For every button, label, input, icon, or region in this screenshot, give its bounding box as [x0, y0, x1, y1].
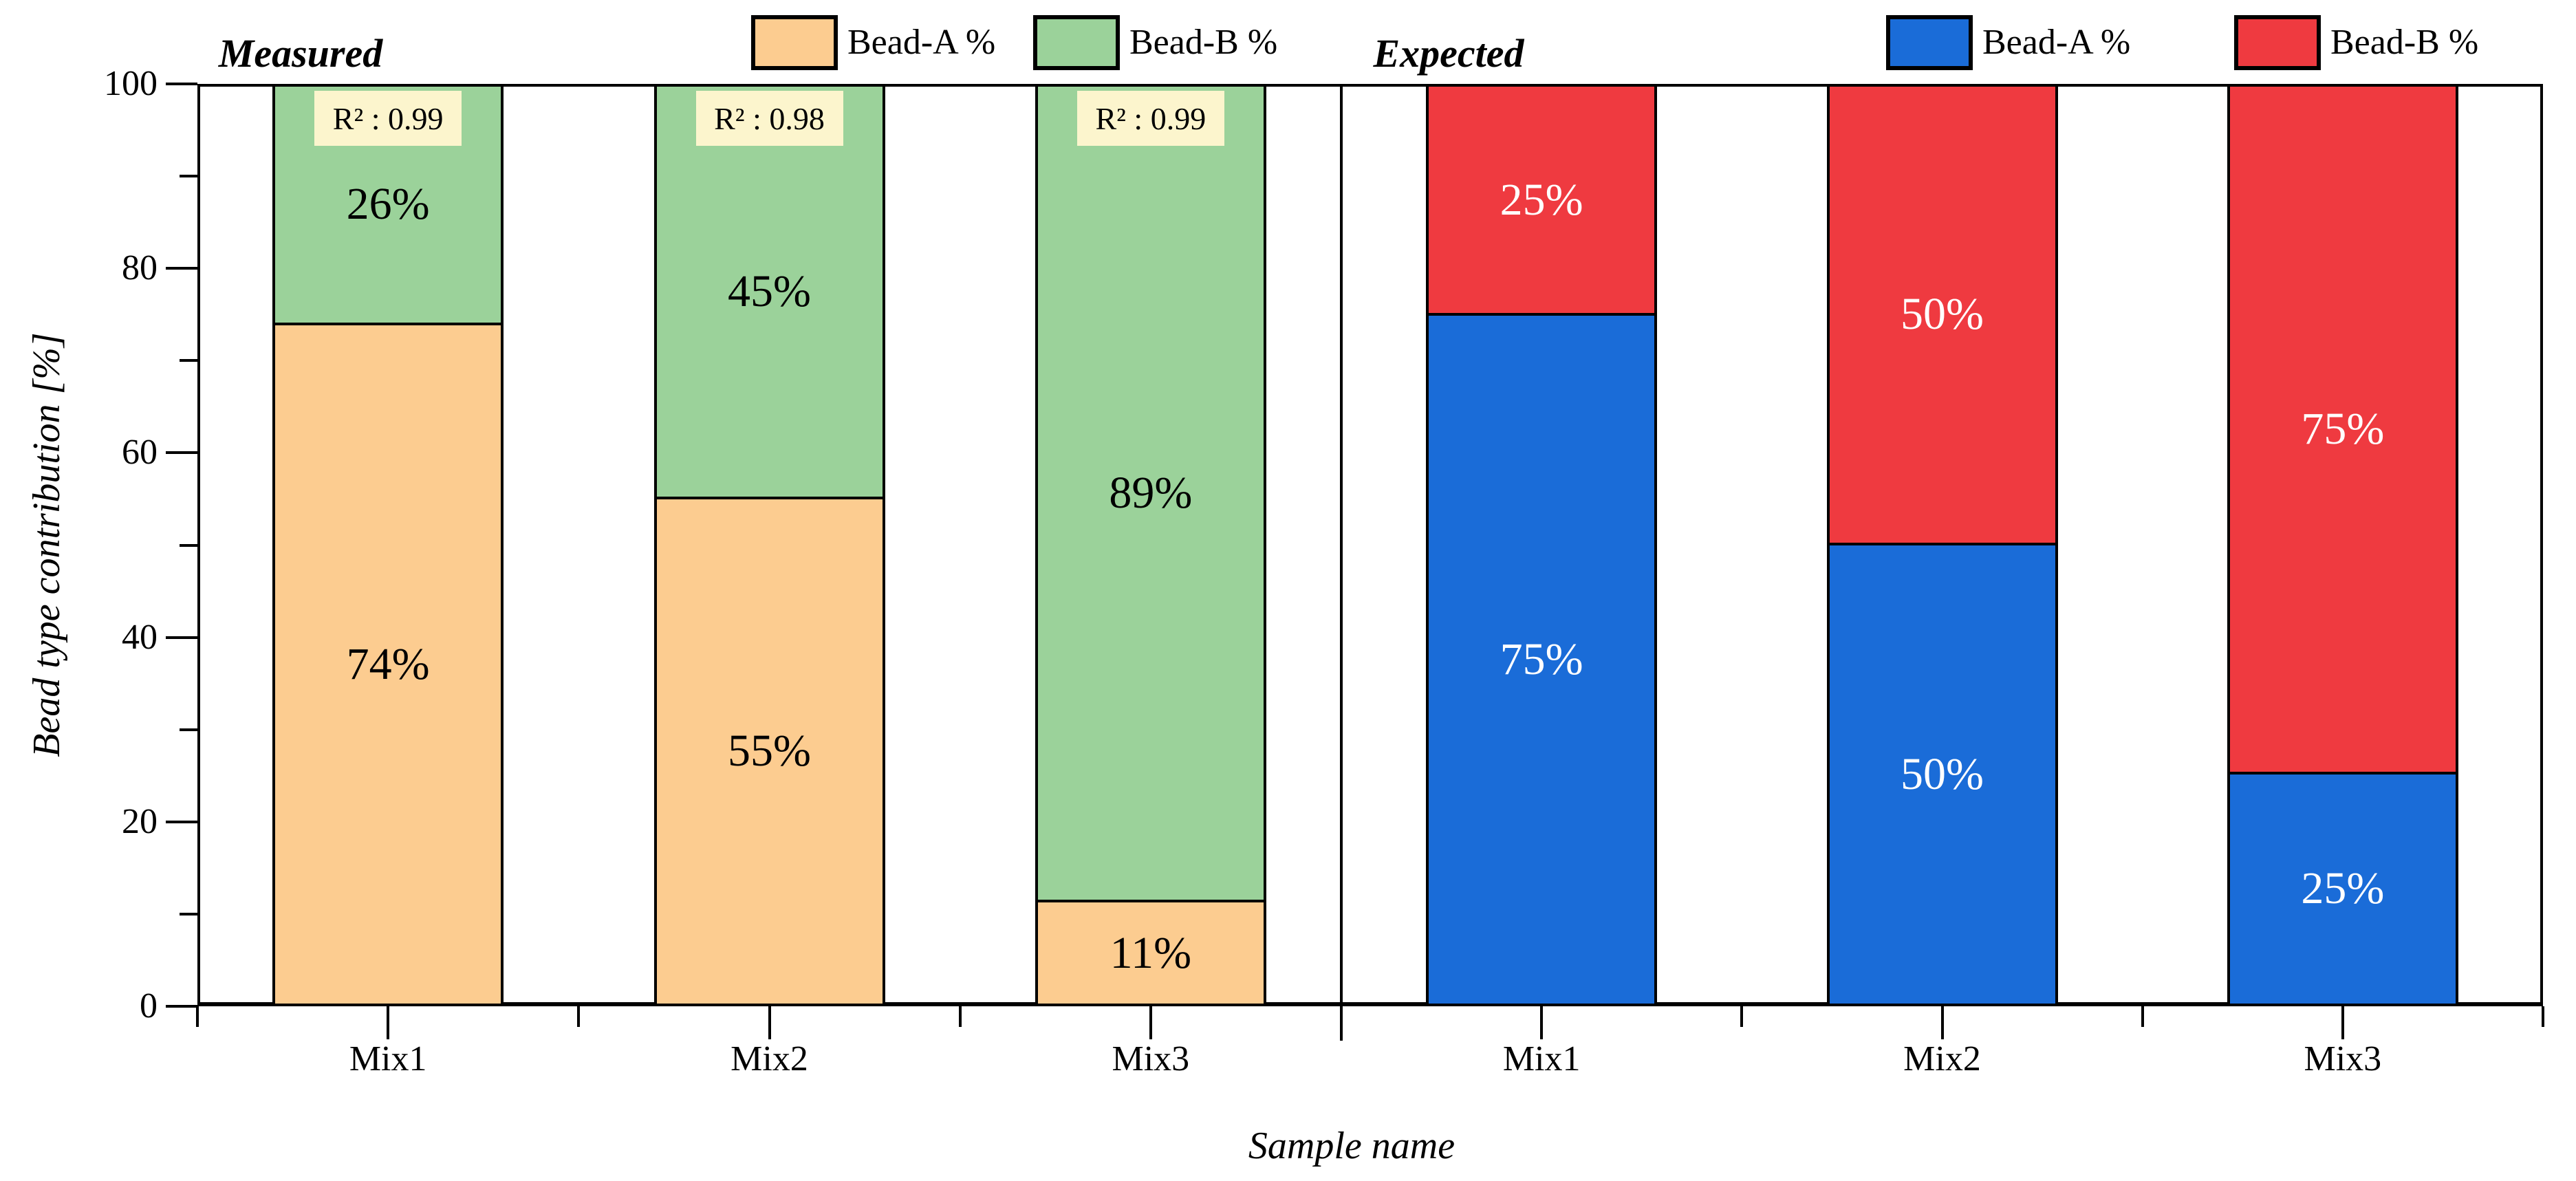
legend-label-bead-a-expected: Bead-A %	[1982, 23, 2131, 62]
value-label: 55%	[728, 726, 811, 777]
segment-bead-b: 50%	[1829, 87, 2055, 545]
bar-expected-mix1: 25% 75%	[1426, 84, 1658, 1006]
y-axis-tick	[166, 820, 197, 823]
y-axis-tick	[166, 267, 197, 270]
legend-swatch-bead-b-measured	[1033, 15, 1120, 70]
bar-measured-mix3: 89% 11% R² : 0.99	[1035, 84, 1266, 1006]
category-label: Mix3	[2304, 1039, 2382, 1079]
value-label: 74%	[346, 638, 430, 689]
segment-bead-a: 55%	[656, 499, 883, 1004]
x-axis-minor-tick	[959, 1006, 962, 1027]
x-axis-minor-tick	[2141, 1006, 2144, 1027]
segment-bead-b: 89%	[1037, 87, 1264, 903]
segment-bead-b: 75%	[2229, 87, 2456, 774]
bar-measured-mix1: 26% 74% R² : 0.99	[272, 84, 504, 1006]
segment-bead-a: 50%	[1829, 545, 2055, 1004]
bar-expected-mix3: 75% 25%	[2227, 84, 2458, 1006]
category-label: Mix1	[349, 1039, 427, 1079]
y-axis-minor-tick	[180, 912, 197, 915]
legend-label-bead-b-expected: Bead-B %	[2330, 23, 2479, 62]
segment-bead-a: 74%	[275, 325, 501, 1004]
x-axis-minor-tick	[1740, 1006, 1743, 1027]
category-label: Mix2	[730, 1039, 808, 1079]
value-label: 11%	[1110, 927, 1192, 978]
panel-title-expected: Expected	[1373, 31, 1524, 76]
y-axis-minor-tick	[180, 175, 197, 178]
x-axis-minor-tick	[577, 1006, 580, 1027]
x-axis-tick	[1540, 1006, 1544, 1039]
x-axis-tick	[768, 1006, 771, 1039]
panel-title-measured: Measured	[218, 31, 383, 76]
segment-bead-b: 45%	[656, 87, 883, 499]
legend-label-bead-b-measured: Bead-B %	[1129, 23, 1278, 62]
category-label: Mix3	[1112, 1039, 1190, 1079]
plot-area	[197, 84, 2543, 1006]
y-tick-label: 80	[122, 248, 158, 288]
x-axis-minor-tick	[2542, 1006, 2544, 1027]
r-squared-badge: R² : 0.98	[695, 91, 843, 146]
y-tick-label: 20	[122, 801, 158, 841]
x-axis-minor-tick	[196, 1006, 199, 1027]
r-squared-badge: R² : 0.99	[1076, 91, 1224, 146]
value-label: 26%	[346, 179, 430, 230]
value-label: 75%	[2301, 403, 2385, 454]
value-label: 75%	[1500, 634, 1583, 685]
y-axis-title: Bead type contribution [%]	[25, 332, 68, 757]
segment-bead-a: 11%	[1037, 902, 1264, 1004]
panel-divider	[1340, 84, 1343, 1006]
x-axis-title: Sample name	[1248, 1125, 1455, 1167]
category-label: Mix1	[1502, 1039, 1581, 1079]
x-axis-tick	[1940, 1006, 1944, 1039]
legend-swatch-bead-a-measured	[751, 15, 838, 70]
y-axis-minor-tick	[180, 728, 197, 731]
bar-measured-mix2: 45% 55% R² : 0.98	[653, 84, 885, 1006]
y-tick-label: 40	[122, 617, 158, 657]
y-axis-tick	[166, 1005, 197, 1008]
y-axis-minor-tick	[180, 543, 197, 547]
segment-bead-b: 25%	[1429, 87, 1655, 316]
y-axis-tick	[166, 636, 197, 639]
y-tick-label: 0	[140, 986, 158, 1026]
x-axis-tick	[2341, 1006, 2344, 1039]
value-label: 25%	[2301, 863, 2385, 914]
y-axis-tick	[166, 83, 197, 85]
segment-bead-a: 25%	[2229, 774, 2456, 1004]
value-label: 50%	[1901, 748, 1984, 799]
legend-swatch-bead-b-expected	[2234, 15, 2321, 70]
x-axis-tick	[387, 1006, 390, 1039]
r-squared-badge: R² : 0.99	[314, 91, 462, 146]
legend-label-bead-a-measured: Bead-A %	[847, 23, 996, 62]
legend-swatch-bead-a-expected	[1886, 15, 1973, 70]
value-label: 89%	[1109, 468, 1193, 519]
category-label: Mix2	[1903, 1039, 1981, 1079]
value-label: 25%	[1500, 174, 1583, 225]
y-axis-tick	[166, 451, 197, 455]
x-axis-tick	[1149, 1006, 1152, 1039]
value-label: 50%	[1901, 289, 1984, 340]
y-axis-minor-tick	[180, 359, 197, 362]
y-tick-label: 100	[104, 64, 158, 103]
bar-expected-mix2: 50% 50%	[1826, 84, 2058, 1006]
x-axis-divider-tick	[1340, 1006, 1343, 1041]
y-tick-label: 60	[122, 433, 158, 473]
segment-bead-a: 75%	[1429, 316, 1655, 1004]
value-label: 45%	[728, 266, 811, 316]
